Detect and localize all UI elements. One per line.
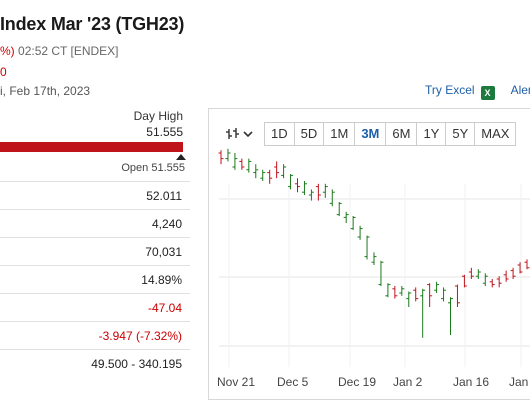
chart-toolbar: 1D 5D 1M 3M 6M 1Y 5Y MAX bbox=[221, 122, 517, 146]
day-range-marker-icon bbox=[176, 154, 186, 160]
timeframe-5d[interactable]: 5D bbox=[293, 122, 325, 146]
stat-value: -47.04 bbox=[0, 293, 190, 321]
header-links: Try Excel X Aler bbox=[425, 83, 530, 100]
timeframe-1d[interactable]: 1D bbox=[264, 122, 295, 146]
x-tick-label: Dec 5 bbox=[277, 375, 309, 389]
price-chart-panel: Nov 21 Dec 5 Dec 19 Jan 2 Jan 16 Jan 1D 5D 1M… bbox=[208, 108, 530, 400]
day-high-value: 51.555 bbox=[146, 125, 183, 139]
stat-value: 52.011 bbox=[0, 181, 190, 209]
timeframe-1y[interactable]: 1Y bbox=[416, 122, 447, 146]
price-chart[interactable]: Nov 21 Dec 5 Dec 19 Jan 2 Jan 16 Jan bbox=[209, 109, 530, 401]
timeframe-6m[interactable]: 6M bbox=[385, 122, 418, 146]
x-tick-label: Nov 21 bbox=[217, 375, 255, 389]
quote-date: i, Feb 17th, 2023 bbox=[0, 84, 91, 98]
stats-table: 52.011 4,240 70,031 14.89% -47.04 -3.947… bbox=[0, 181, 190, 377]
stat-value: 4,240 bbox=[0, 209, 190, 237]
quote-time: 02:52 CT [ENDEX] bbox=[18, 44, 119, 58]
x-tick-label: Dec 19 bbox=[338, 375, 376, 389]
open-label: Open 51.555 bbox=[121, 162, 185, 174]
timeframe-1m[interactable]: 1M bbox=[323, 122, 356, 146]
quote-subline: %) 02:52 CT [ENDEX] bbox=[0, 44, 119, 58]
ohlc-bar-icon[interactable] bbox=[221, 122, 259, 146]
alerts-link[interactable]: Aler bbox=[510, 83, 530, 97]
change-suffix: %) bbox=[0, 44, 15, 58]
try-excel-link[interactable]: Try Excel bbox=[425, 83, 475, 97]
negative-fragment: 0 bbox=[0, 65, 7, 79]
stat-value: 14.89% bbox=[0, 265, 190, 293]
timeframe-max[interactable]: MAX bbox=[474, 122, 517, 146]
stat-value: 49.500 - 340.195 bbox=[0, 349, 190, 377]
page-title: Index Mar '23 (TGH23) bbox=[0, 14, 185, 34]
stat-value: 70,031 bbox=[0, 237, 190, 265]
x-tick-label: Jan 2 bbox=[393, 375, 423, 389]
day-range-bar bbox=[0, 142, 183, 152]
timeframe-3m[interactable]: 3M bbox=[354, 122, 387, 146]
chart-type-icon bbox=[226, 128, 253, 139]
stat-value: -3.947 (-7.32%) bbox=[0, 321, 190, 349]
x-tick-label: Jan bbox=[509, 375, 528, 389]
x-tick-label: Jan 16 bbox=[453, 375, 489, 389]
day-high-label: Day High bbox=[133, 109, 183, 123]
timeframe-5y[interactable]: 5Y bbox=[445, 122, 476, 146]
excel-icon[interactable]: X bbox=[480, 86, 495, 100]
